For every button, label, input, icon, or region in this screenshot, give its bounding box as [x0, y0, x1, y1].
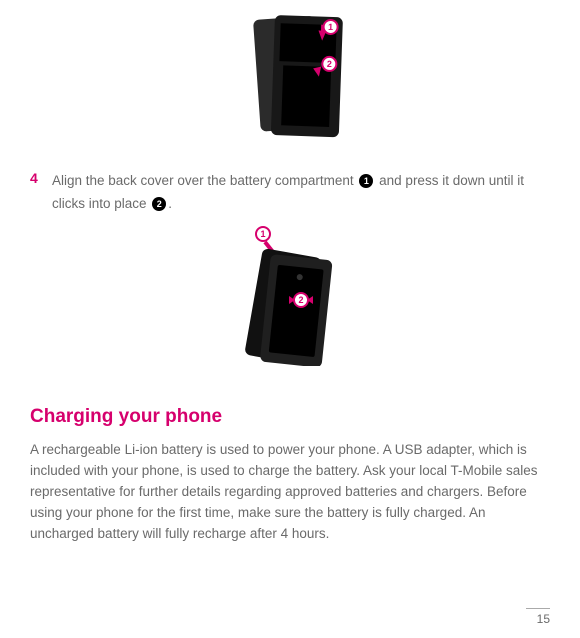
phone-illustration-top: 1 2 [215, 10, 365, 140]
figure-battery-insert: 1 2 [30, 10, 550, 140]
page-number: 15 [526, 608, 550, 626]
step-number: 4 [30, 170, 52, 186]
section-paragraph: A rechargeable Li-ion battery is used to… [30, 440, 550, 545]
svg-text:2: 2 [327, 59, 332, 69]
inline-badge-2: 2 [152, 197, 166, 211]
instruction-step: 4 Align the back cover over the battery … [30, 170, 550, 216]
svg-text:2: 2 [298, 295, 303, 305]
step-text-part3: . [168, 196, 172, 211]
svg-text:1: 1 [328, 22, 333, 32]
svg-text:1: 1 [260, 229, 265, 239]
step-text-part1: Align the back cover over the battery co… [52, 173, 357, 188]
section-heading: Charging your phone [30, 406, 550, 428]
figure-cover-press: 1 2 [30, 226, 550, 366]
phone-illustration-mid: 1 2 [215, 226, 365, 366]
inline-badge-1: 1 [359, 174, 373, 188]
step-text: Align the back cover over the battery co… [52, 170, 550, 216]
